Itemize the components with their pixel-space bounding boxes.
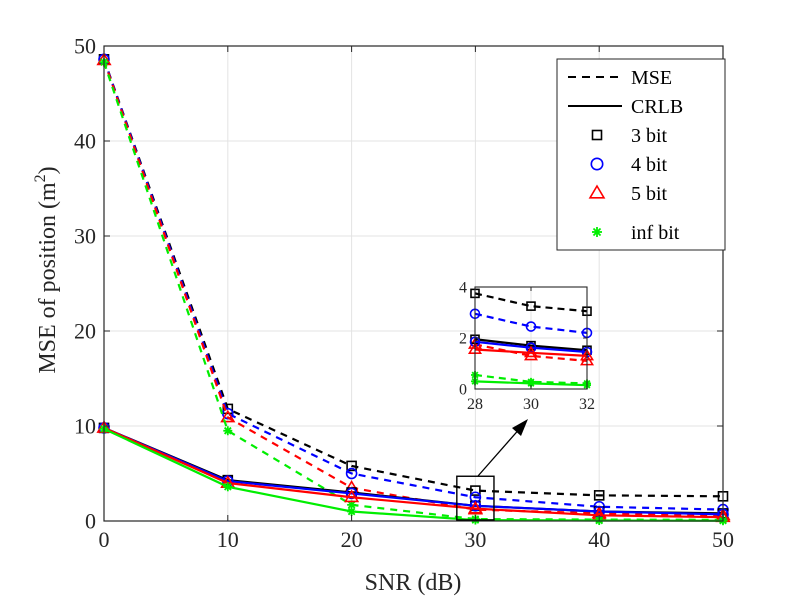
legend-marker-4bit — [590, 157, 604, 171]
legend-label-infbit: inf bit — [631, 222, 680, 244]
zoom-box — [456, 475, 495, 521]
y-tick-label: 40 — [74, 129, 96, 154]
inset-data-point-5-bit-mse — [523, 348, 539, 361]
inset-y-tick-label: 4 — [459, 280, 467, 297]
data-point-4-bit-crlb — [345, 487, 358, 500]
series-line-5-bit-crlb — [103, 426, 724, 519]
inset-series-line-inf-bit-mse — [474, 373, 588, 385]
data-point-inf-bit-crlb-stroke — [223, 482, 232, 491]
y-axis-label-group: MSE of position (m2) — [32, 166, 61, 373]
inset-data-point-inf-bit-crlb-stroke — [527, 379, 535, 387]
series-line-4-bit-crlb — [103, 426, 724, 516]
data-point-5-bit-mse — [220, 409, 236, 423]
y-tick-label: 0 — [85, 509, 96, 534]
y-tick-label: 30 — [74, 224, 96, 249]
legend-label-5bit: 5 bit — [631, 183, 668, 205]
data-point-3-bit-mse — [593, 490, 605, 501]
x-tick-label: 40 — [588, 527, 610, 552]
legend-marker-5bit — [588, 184, 606, 199]
plot-frame — [103, 45, 724, 522]
data-point-inf-bit-crlb — [347, 507, 357, 516]
data-point-4-bit-crlb — [469, 499, 482, 512]
legend-marker-3bit — [591, 129, 603, 141]
data-point-3-bit-mse — [470, 485, 481, 496]
x-tick-label: 0 — [99, 527, 110, 552]
series-line-5-bit-mse — [102, 59, 724, 517]
data-point-inf-bit-mse — [223, 426, 233, 436]
inset-y-tick-label: 2 — [459, 331, 467, 348]
series-layer — [96, 52, 731, 526]
y-axis-label: MSE of position (m2) — [32, 166, 61, 373]
y-tick-label: 20 — [74, 319, 96, 344]
x-tick-label: 10 — [217, 527, 239, 552]
data-point-inf-bit-crlb-stroke — [347, 507, 356, 516]
y-axis-label-close: ) — [35, 166, 61, 174]
legend-label-3bit: 3 bit — [631, 125, 668, 147]
inset-x-tick-label: 30 — [523, 396, 539, 413]
data-point-5-bit-crlb — [344, 489, 360, 503]
inset-axis-ticks: 28 30 32 0 2 4 — [459, 280, 595, 413]
inset-plot: 28 30 32 0 2 4 — [459, 280, 595, 413]
data-point-inf-bit-mse-stroke — [347, 501, 356, 509]
inset-data-point-5-bit-crlb — [523, 345, 539, 358]
data-point-3-bit-mse — [346, 460, 357, 472]
y-axis-label-superscript: 2 — [32, 174, 49, 182]
zoom-arrow-line — [477, 425, 523, 477]
x-axis-label: SNR (dB) — [365, 570, 462, 596]
x-tick-label: 50 — [712, 527, 734, 552]
data-point-5-bit-crlb — [467, 500, 483, 514]
legend-label-crlb: CRLB — [631, 96, 683, 118]
inset-data-point-3-bit-mse — [526, 301, 536, 311]
data-point-inf-bit-mse-stroke — [223, 426, 232, 435]
inset-x-tick-label: 32 — [579, 396, 595, 413]
legend-markers — [588, 129, 606, 237]
data-point-inf-bit-crlb — [223, 482, 233, 492]
inset-data-point-4-bit-mse — [525, 321, 537, 332]
y-tick-label: 10 — [74, 414, 96, 439]
x-tick-label: 30 — [464, 527, 486, 552]
x-tick-label: 20 — [341, 527, 363, 552]
inset-x-tick-label: 28 — [467, 396, 483, 413]
legend-box — [556, 58, 726, 251]
y-axis-label-main: MSE of position (m — [35, 182, 61, 374]
zoom-arrow — [477, 419, 528, 477]
legend-label-4bit: 4 bit — [631, 154, 668, 176]
legend-marker-infbit — [592, 227, 602, 237]
data-point-3-bit-mse — [222, 403, 234, 415]
series-line-4-bit-mse — [102, 58, 724, 511]
inset-y-tick-label: 0 — [459, 382, 467, 399]
data-point-4-bit-mse — [345, 467, 358, 480]
legend: MSE CRLB 3 bit 4 bit 5 bit inf bit — [556, 58, 726, 251]
zoom-arrow-head — [512, 419, 528, 436]
y-tick-label: 50 — [74, 34, 96, 59]
legend-marker-infbit-stroke — [592, 227, 602, 237]
inset-series-line-5-bit-crlb — [474, 348, 588, 357]
legend-label-mse: MSE — [631, 67, 672, 89]
